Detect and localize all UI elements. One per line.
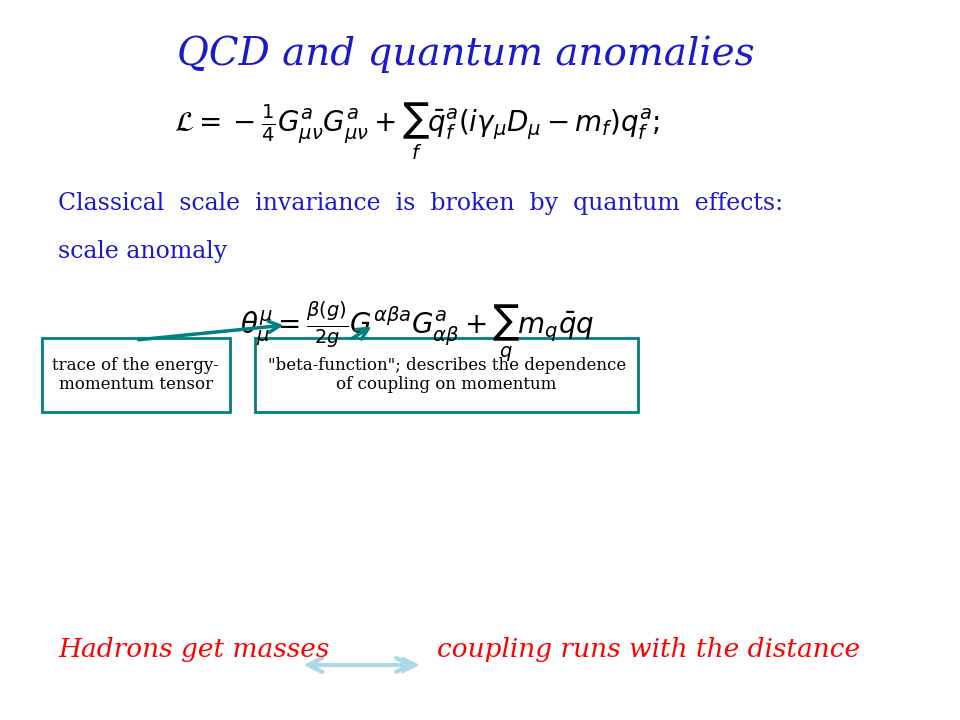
Text: trace of the energy-
momentum tensor: trace of the energy- momentum tensor [53, 356, 220, 393]
FancyBboxPatch shape [255, 338, 638, 412]
Text: scale anomaly: scale anomaly [59, 240, 228, 263]
FancyArrowPatch shape [307, 658, 417, 672]
FancyBboxPatch shape [41, 338, 230, 412]
Text: $\mathcal{L} = -\frac{1}{4}G^{a}_{\mu\nu}G^{a}_{\mu\nu} + \sum_f \bar{q}^{a}_f(i: $\mathcal{L} = -\frac{1}{4}G^{a}_{\mu\nu… [175, 100, 660, 161]
Text: "beta-function"; describes the dependence
of coupling on momentum: "beta-function"; describes the dependenc… [268, 356, 626, 393]
Text: QCD and quantum anomalies: QCD and quantum anomalies [178, 35, 755, 73]
Text: $\theta^{\mu}_{\mu} = \frac{\beta(g)}{2g}G^{\alpha\beta a}G^{a}_{\alpha\beta} + : $\theta^{\mu}_{\mu} = \frac{\beta(g)}{2g… [240, 300, 594, 364]
Text: Classical  scale  invariance  is  broken  by  quantum  effects:: Classical scale invariance is broken by … [59, 192, 783, 215]
Text: coupling runs with the distance: coupling runs with the distance [437, 637, 860, 662]
Text: Hadrons get masses: Hadrons get masses [59, 637, 329, 662]
